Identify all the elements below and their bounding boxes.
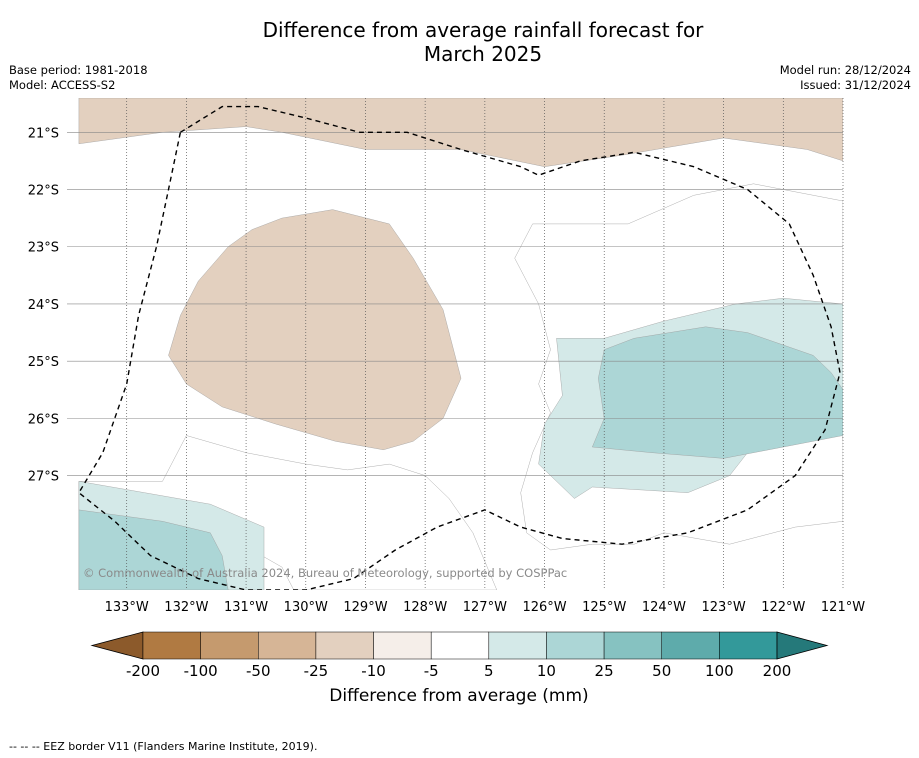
colorbar-cell: [315, 631, 374, 660]
chart-title: Difference from average rainfall forecas…: [183, 18, 783, 66]
colorbar-tick-label: -100: [184, 662, 218, 680]
colorbar-cell: [200, 631, 259, 660]
y-tick-label: 25°S: [28, 355, 59, 370]
x-tick-label: 127°W: [463, 600, 507, 615]
colorbar-tick-label: -5: [424, 662, 439, 680]
contour-region-5: [592, 326, 843, 459]
colorbar-cell: [719, 631, 778, 660]
colorbar-tick-label: -200: [126, 662, 160, 680]
y-tick-label: 22°S: [28, 184, 59, 199]
colorbar-label: Difference from average (mm): [329, 686, 589, 706]
base-period-text: Base period: 1981-2018: [9, 63, 148, 77]
x-tick-label: 125°W: [582, 600, 626, 615]
copyright-text: © Commonwealth of Australia 2024, Bureau…: [83, 566, 567, 580]
x-tick-label: 128°W: [403, 600, 447, 615]
x-tick-label: 126°W: [522, 600, 566, 615]
x-tick-label: 124°W: [642, 600, 686, 615]
model-run-text: Model run: 28/12/2024: [779, 63, 911, 77]
colorbar-cells: [90, 631, 829, 660]
colorbar-tick-label: 50: [652, 662, 671, 680]
colorbar-tick-label: -10: [361, 662, 386, 680]
colorbar: -200 -100 -50 -25 -10 -5 5 10 25 50 100 200: [90, 631, 829, 680]
x-tick-label: 131°W: [224, 600, 268, 615]
y-tick-label: 21°S: [28, 126, 59, 141]
x-tick-label: 129°W: [343, 600, 387, 615]
y-tick-label: 23°S: [28, 241, 59, 256]
colorbar-cell: [546, 631, 605, 660]
colorbar-cell: [258, 631, 317, 660]
eez-border-line: [77, 105, 841, 590]
x-tick-label: 132°W: [164, 600, 208, 615]
colorbar-cell: [430, 631, 490, 660]
colorbar-cell: [603, 631, 662, 660]
colorbar-tick-label: 10: [537, 662, 556, 680]
eez-border: [77, 105, 841, 590]
y-tick-label: 27°S: [28, 470, 59, 485]
colorbar-tick-label: 100: [705, 662, 734, 680]
y-tick-label: 26°S: [28, 412, 59, 427]
colorbar-tick-label: -50: [246, 662, 271, 680]
colorbar-tick-labels: -200 -100 -50 -25 -10 -5 5 10 25 50 100 200: [126, 662, 791, 680]
run-issue-info: Model run: 28/12/2024 Issued: 31/12/2024: [780, 63, 911, 93]
title-line-2: March 2025: [423, 42, 543, 66]
colorbar-tick-label: 200: [763, 662, 792, 680]
graticule: [67, 98, 844, 590]
axis-tick-labels: 133°W 132°W 131°W 130°W 129°W 128°W 127°W 126°W…: [28, 126, 866, 615]
colorbar-tick-label: 5: [484, 662, 494, 680]
colorbar-cell: [488, 631, 547, 660]
title-line-1: Difference from average rainfall forecas…: [262, 18, 704, 42]
x-tick-label: 122°W: [761, 600, 805, 615]
colorbar-cell: [373, 631, 432, 660]
model-text: Model: ACCESS-S2: [9, 78, 116, 92]
footnote: -- -- -- EEZ border V11 (Flanders Marine…: [9, 740, 318, 753]
colorbar-tick-label: -25: [304, 662, 329, 680]
x-tick-label: 130°W: [284, 600, 328, 615]
y-tick-label: 24°S: [28, 298, 59, 313]
x-tick-label: 121°W: [821, 600, 865, 615]
colorbar-max-extension: [776, 631, 829, 660]
colorbar-cell: [142, 631, 201, 660]
rainfall-map: © Commonwealth of Australia 2024, Bureau…: [28, 98, 866, 615]
base-model-info: Base period: 1981-2018 Model: ACCESS-S2: [9, 63, 148, 93]
contour-region-7: [78, 509, 229, 590]
colorbar-tick-label: 25: [595, 662, 614, 680]
x-tick-label: 133°W: [105, 600, 149, 615]
contour-region-1: [168, 209, 462, 451]
issued-text: Issued: 31/12/2024: [800, 78, 911, 92]
colorbar-min-extension: [90, 631, 144, 660]
x-tick-label: 123°W: [702, 600, 746, 615]
colorbar-cell: [661, 631, 720, 660]
